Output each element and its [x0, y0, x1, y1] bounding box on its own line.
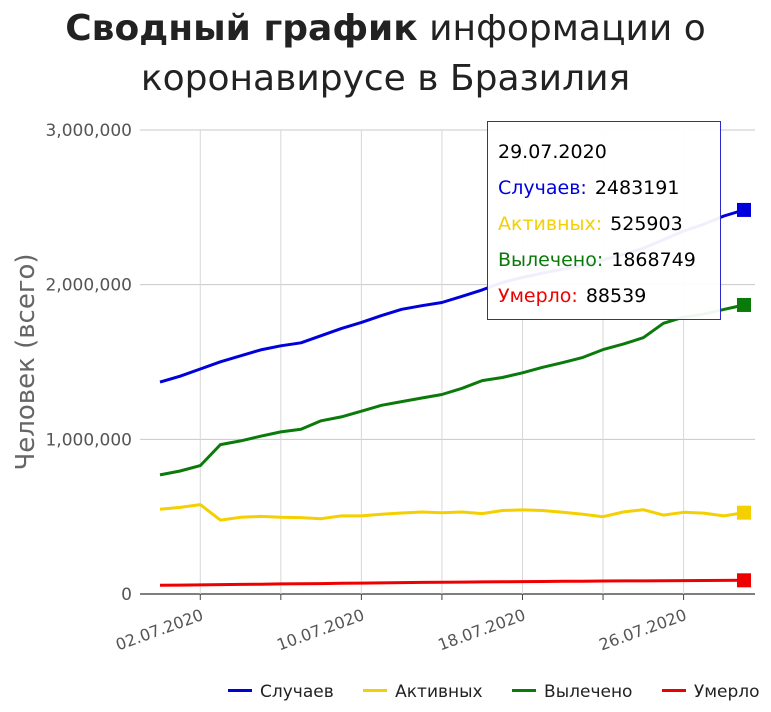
- tooltip-row-recovered: Вылечено: 1868749: [498, 242, 720, 278]
- legend-item-recovered[interactable]: Вылечено: [512, 682, 632, 702]
- legend-label-deaths: Умерло: [693, 682, 760, 702]
- tooltip-row-active: Активных: 525903: [498, 206, 720, 242]
- legend-item-cases[interactable]: Случаев: [228, 682, 334, 702]
- legend-swatch-recovered: [512, 688, 537, 692]
- tooltip-value-active: 525903: [610, 213, 683, 235]
- tooltip-label-active: Активных:: [498, 213, 603, 235]
- legend-label-cases: Случаев: [260, 682, 334, 702]
- legend-item-deaths[interactable]: Умерло: [661, 682, 760, 702]
- y-tick-label: 0: [121, 585, 132, 605]
- y-tick-label: 2,000,000: [45, 276, 132, 296]
- y-axis-title: Человек (всего): [11, 253, 41, 470]
- chart-title-line2: коронавирусе в Бразилия: [140, 58, 631, 99]
- legend-swatch-active: [363, 688, 388, 692]
- legend-swatch-cases: [228, 688, 252, 692]
- tooltip-value-recovered: 1868749: [611, 249, 696, 271]
- data-tooltip: 29.07.2020 Случаев: 2483191 Активных: 5259…: [487, 121, 721, 320]
- chart-legend: Случаев Активных Вылечено Умерло: [228, 682, 760, 708]
- series-marker-active: [737, 505, 751, 520]
- x-tick-label: 18.07.2020: [435, 605, 528, 654]
- y-tick-label: 3,000,000: [45, 121, 132, 141]
- legend-item-active[interactable]: Активных: [363, 682, 483, 702]
- y-tick-label: 1,000,000: [45, 430, 132, 450]
- tooltip-row-cases: Случаев: 2483191: [498, 170, 720, 206]
- legend-swatch-deaths: [661, 688, 686, 692]
- series-marker-cases: [737, 202, 751, 217]
- series-marker-deaths: [737, 573, 751, 588]
- series-marker-recovered: [737, 297, 751, 312]
- series-line-deaths: [159, 578, 745, 587]
- legend-label-recovered: Вылечено: [544, 682, 633, 702]
- tooltip-label-deaths: Умерло:: [498, 285, 578, 307]
- x-tick-label: 26.07.2020: [596, 605, 689, 654]
- chart-title: Сводный график информации о коронавирусе…: [0, 4, 771, 104]
- tooltip-date: 29.07.2020: [498, 141, 607, 163]
- tooltip-value-deaths: 88539: [585, 285, 647, 307]
- legend-label-active: Активных: [395, 682, 483, 702]
- tooltip-value-cases: 2483191: [594, 177, 680, 199]
- x-tick-label: 10.07.2020: [274, 605, 367, 654]
- tooltip-row-deaths: Умерло: 88539: [498, 278, 720, 314]
- chart-title-bold: Сводный график: [65, 8, 418, 49]
- x-tick-label: 02.07.2020: [113, 605, 206, 654]
- series-line-recovered: [159, 303, 745, 477]
- chart-title-rest: информации о: [429, 8, 706, 49]
- series-line-active: [159, 503, 745, 522]
- tooltip-label-recovered: Вылечено:: [498, 249, 604, 271]
- tooltip-label-cases: Случаев:: [498, 177, 587, 199]
